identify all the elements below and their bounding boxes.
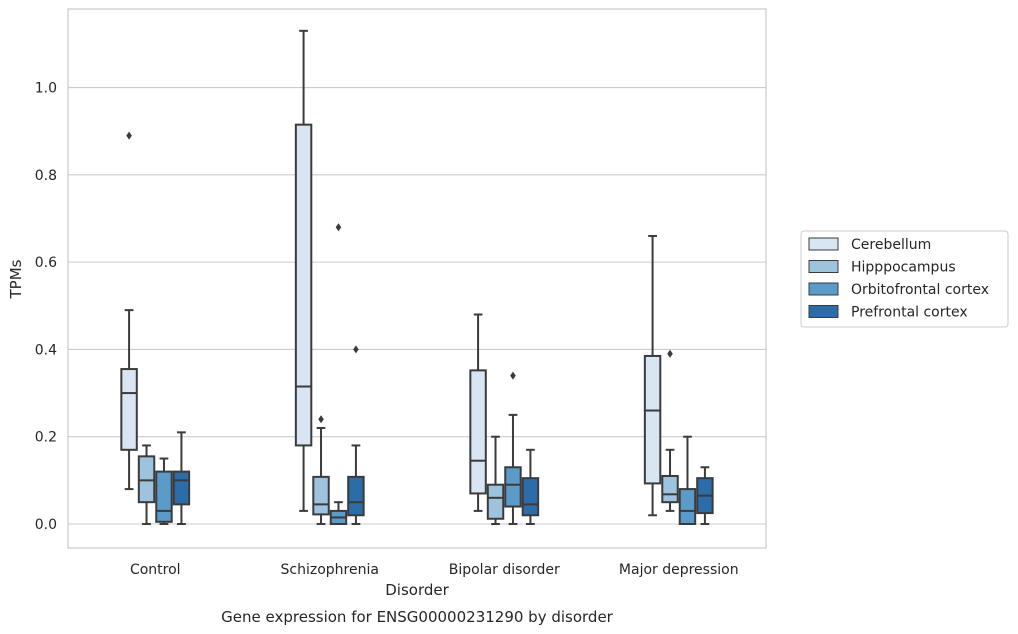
box-rect — [137, 455, 156, 504]
box-group — [172, 431, 191, 525]
chart-caption: Gene expression for ENSG00000231290 by d… — [221, 608, 614, 626]
y-tick-label: 0.8 — [35, 168, 57, 184]
x-tick-label: Bipolar disorder — [449, 562, 560, 578]
box-group — [312, 415, 330, 525]
legend-label: Orbitofrontal cortex — [851, 282, 989, 298]
box-group — [643, 234, 662, 517]
legend-frame — [800, 230, 1009, 328]
box-rect — [120, 368, 138, 451]
x-tick-label: Control — [130, 562, 181, 578]
gridlines — [68, 87, 766, 525]
box-rect — [294, 123, 313, 447]
boxes — [120, 29, 714, 525]
box-rect — [172, 470, 191, 506]
box-group — [504, 371, 522, 525]
legend-swatch — [808, 282, 839, 296]
box-group — [469, 313, 487, 512]
box-group — [661, 349, 679, 512]
box-group — [329, 223, 348, 525]
legend-swatch — [808, 260, 839, 273]
outlier-point — [126, 131, 132, 140]
legend: Cerebellum Hipppocampus Orbitofrontal cort… — [800, 230, 1009, 328]
box-rect — [521, 477, 540, 517]
y-tick-label: 0.4 — [35, 342, 57, 358]
box-group — [347, 345, 365, 525]
box-group — [521, 448, 540, 525]
box-rect — [155, 470, 173, 523]
outlier-point — [353, 345, 359, 354]
outlier-point — [335, 223, 342, 232]
x-axis-label: Disorder — [385, 581, 449, 599]
box-rect — [643, 354, 662, 485]
box-group — [486, 435, 505, 525]
legend-swatch — [808, 305, 839, 318]
legend-items: Cerebellum Hipppocampus Orbitofrontal cort… — [808, 237, 989, 321]
y-tick-label: 0.0 — [35, 517, 57, 533]
y-axis-label: TPMs — [7, 259, 25, 299]
box-rect — [312, 475, 330, 516]
legend-swatch — [808, 237, 839, 251]
box-group — [120, 131, 138, 491]
y-tick-label: 1.0 — [35, 81, 57, 97]
box-group — [137, 444, 156, 525]
box-rect — [661, 474, 679, 504]
y-axis-ticks: 0.0 0.2 0.4 0.6 0.8 1.0 — [35, 81, 57, 533]
y-tick-label: 0.6 — [35, 255, 57, 271]
legend-label: Hipppocampus — [851, 260, 956, 276]
legend-label: Cerebellum — [851, 237, 931, 253]
x-tick-label: Schizophrenia — [281, 562, 379, 578]
outlier-point — [318, 415, 324, 424]
x-axis-ticks: Control Schizophrenia Bipolar disorder Majo… — [130, 562, 739, 578]
outlier-point — [510, 371, 516, 380]
y-tick-label: 0.2 — [35, 430, 57, 446]
legend-label: Prefrontal cortex — [851, 305, 968, 321]
box-group — [696, 466, 714, 525]
box-group — [678, 435, 697, 525]
box-group — [155, 457, 173, 525]
outlier-point — [667, 349, 673, 358]
plot-area-frame — [67, 8, 767, 549]
box-rect — [469, 369, 487, 495]
box-rect — [678, 488, 697, 525]
box-rect — [486, 483, 505, 520]
x-tick-label: Major depression — [619, 562, 739, 578]
box-rect — [347, 475, 365, 517]
box-rect — [504, 466, 522, 508]
box-group — [294, 29, 313, 512]
